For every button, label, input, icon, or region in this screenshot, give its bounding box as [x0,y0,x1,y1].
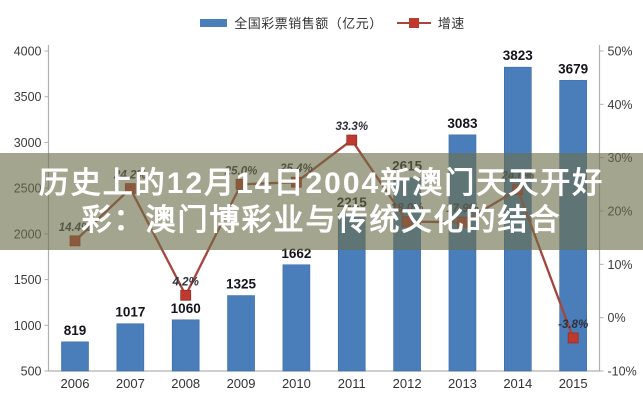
year-label: 2015 [559,376,588,391]
growth-value-label: -3.8% [558,319,588,331]
year-label: 2010 [282,376,311,391]
year-label: 2009 [227,376,256,391]
overlay-banner: 历史上的12月14日2004新澳门天天开好 彩：澳门博彩业与传统文化的结合 [0,153,643,250]
growth-value-label: 4.2% [172,276,199,288]
category-axis: 2006 2007 2008 2009 2010 2011 2012 2013 2014 2015 [61,376,588,391]
bar-value-label: 3083 [447,116,478,131]
line-marker-2008 [180,289,192,301]
bar-value-label: 3823 [503,48,534,63]
left-axis-tick: 4000 [14,45,42,59]
bar-2009 [227,295,255,372]
bar-2010 [282,264,311,372]
year-label: 2013 [448,376,477,391]
bar-value-label: 1060 [171,301,201,316]
year-label: 2014 [503,376,532,391]
left-axis-tick: 3500 [14,90,42,104]
legend-item-sales: 全国彩票销售额（亿元） [200,13,383,32]
overlay-title-line2: 彩：澳门博彩业与传统文化的结合 [81,203,562,237]
bar-2006 [61,341,89,372]
legend-item-growth: 增速 [396,13,465,32]
left-axis-tick: 500 [21,365,42,379]
bar-value-label: 1017 [115,305,145,320]
year-label: 2008 [171,376,200,391]
right-axis-tick: 10% [608,258,633,272]
left-axis-tick: 1000 [14,319,42,333]
year-label: 2007 [116,376,145,391]
year-label: 2011 [338,376,366,391]
chart-legend: 全国彩票销售额（亿元） 增速 [0,13,643,32]
bar-value-label: 3679 [558,61,588,76]
bar-swatch-icon [200,18,228,27]
line-marker-swatch-icon [396,17,431,28]
line-marker-2015 [567,332,579,344]
right-axis-tick: -10% [608,365,637,379]
legend-label-growth: 增速 [437,16,465,31]
legend-label-sales: 全国彩票销售额（亿元） [234,16,383,31]
left-axis-tick: 1500 [14,273,42,287]
overlay-title-line1: 历史上的12月14日2004新澳门天天开好 [38,166,605,200]
right-axis-tick: 50% [608,45,633,59]
right-axis-tick: 40% [608,98,633,112]
bar-2008 [171,319,200,372]
right-axis-tick: 0% [608,311,626,325]
left-axis-tick: 3000 [14,136,42,150]
bar-value-label: 819 [64,323,87,338]
bar-value-label: 1325 [226,277,257,292]
bar-2007 [116,323,145,372]
line-marker-2011 [346,134,358,146]
growth-value-label: 33.3% [335,121,368,133]
year-label: 2006 [61,376,90,391]
year-label: 2012 [393,376,422,391]
